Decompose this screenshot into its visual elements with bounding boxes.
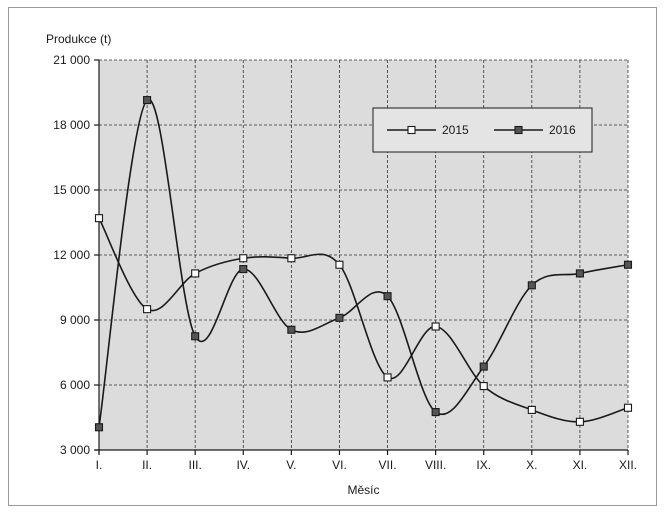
point-2015-VII [383, 373, 392, 382]
series-lines [94, 96, 633, 432]
legend-marker-2016 [514, 125, 523, 135]
x-tick-label-8: IX. [476, 458, 491, 472]
x-tick-label-11: XII. [619, 458, 637, 472]
y-tick-label-6: 21 000 [53, 53, 90, 67]
x-tick-label-2: III. [189, 458, 202, 472]
x-tick-label-0: I. [96, 458, 103, 472]
y-tick-label-3: 12 000 [53, 248, 90, 262]
point-2015-X [527, 405, 536, 414]
point-2015-II [143, 305, 152, 314]
x-axis-label: Měsíc [347, 483, 379, 497]
y-axis-ticks: 3 000 6 000 9 000 12 000 15 000 18 000 21 000 [53, 53, 99, 457]
series-line-2016 [98, 98, 629, 428]
point-2016-VI [335, 313, 344, 322]
point-2016-V [287, 325, 296, 334]
legend-label-2016: 2016 [549, 123, 576, 137]
x-tick-label-3: IV. [236, 458, 250, 472]
point-2015-V [287, 254, 296, 263]
x-tick-label-1: II. [142, 458, 152, 472]
point-2015-III [191, 269, 200, 278]
point-2015-XI [575, 417, 584, 426]
point-2015-IV [239, 254, 248, 263]
x-tick-label-7: VIII. [425, 458, 446, 472]
point-2016-XI [575, 269, 584, 278]
point-2015-IX [479, 382, 488, 391]
legend-label-2015: 2015 [442, 123, 469, 137]
x-tick-label-5: VI. [332, 458, 347, 472]
point-2015-XII [623, 403, 633, 412]
y-tick-label-5: 18 000 [53, 118, 90, 132]
x-tick-label-6: VII. [379, 458, 397, 472]
y-tick-label-0: 3 000 [60, 443, 90, 457]
point-2016-IV [239, 265, 248, 274]
legend-marker-2015 [407, 125, 416, 135]
point-2016-II [143, 96, 152, 105]
y-axis-label: Produkce (t) [46, 32, 111, 46]
y-tick-label-2: 9 000 [60, 313, 90, 327]
x-tick-label-10: XI. [573, 458, 588, 472]
point-2016-VII [383, 292, 392, 301]
y-tick-label-1: 6 000 [60, 378, 90, 392]
y-tick-label-4: 15 000 [53, 183, 90, 197]
x-tick-label-4: V. [286, 458, 296, 472]
x-axis-ticks: I. II. III. IV. V. VI. VII. VIII. IX. X. XI. XII. [96, 450, 637, 472]
point-2016-III [191, 332, 200, 341]
point-2015-VI [335, 260, 344, 269]
point-2015-I [94, 214, 104, 223]
axes [95, 60, 628, 454]
point-2016-X [527, 281, 536, 290]
point-2016-VIII [431, 408, 440, 417]
legend: 2015 2016 [372, 107, 593, 153]
point-2016-I [94, 423, 104, 432]
point-2016-XII [623, 260, 633, 269]
point-2015-VIII [431, 322, 440, 331]
x-tick-label-9: X. [526, 458, 537, 472]
point-2016-IX [479, 362, 488, 371]
